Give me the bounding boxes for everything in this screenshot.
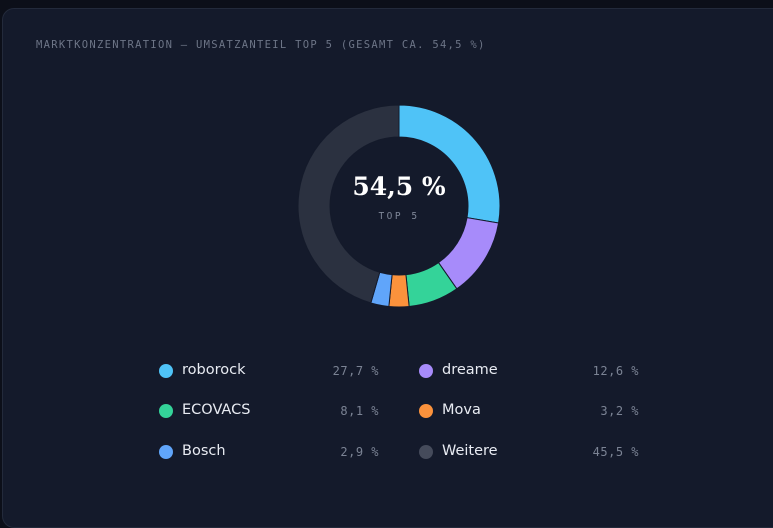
legend-item-weitere: Weitere 45,5 % xyxy=(419,441,639,463)
legend-item-bosch: Bosch 2,9 % xyxy=(159,441,379,463)
donut-slice-roborock xyxy=(398,104,501,224)
donut-center-label: TOP 5 xyxy=(378,211,420,222)
donut-slice-weitere xyxy=(297,104,400,304)
legend-item-mova: Mova 3,2 % xyxy=(419,400,639,422)
legend-item-roborock: roborock 27,7 % xyxy=(159,360,379,382)
chart-card xyxy=(2,8,773,528)
legend-value-weitere: 45,5 % xyxy=(592,445,639,459)
legend-dot-mova xyxy=(419,404,433,418)
legend-item-ecovacs: ECOVACS 8,1 % xyxy=(159,400,379,422)
legend-dot-weitere xyxy=(419,445,433,459)
legend-value-ecovacs: 8,1 % xyxy=(340,404,379,418)
legend-label-roborock: roborock xyxy=(182,362,246,378)
legend-label-bosch: Bosch xyxy=(182,443,226,459)
donut-center-value: 54,5 % xyxy=(352,172,446,201)
legend-dot-roborock xyxy=(159,364,173,378)
legend-dot-dreame xyxy=(419,364,433,378)
chart-title: MARKTKONZENTRATION – UMSATZANTEIL TOP 5 … xyxy=(36,39,486,51)
legend-value-mova: 3,2 % xyxy=(600,404,639,418)
legend-value-roborock: 27,7 % xyxy=(332,364,379,378)
legend-label-dreame: dreame xyxy=(442,362,498,378)
donut-chart xyxy=(297,104,501,308)
legend-label-mova: Mova xyxy=(442,402,481,418)
legend-value-dreame: 12,6 % xyxy=(592,364,639,378)
legend-item-dreame: dreame 12,6 % xyxy=(419,360,639,382)
legend-dot-ecovacs xyxy=(159,404,173,418)
legend-value-bosch: 2,9 % xyxy=(340,445,379,459)
legend-dot-bosch xyxy=(159,445,173,459)
legend-label-weitere: Weitere xyxy=(442,443,498,459)
legend-label-ecovacs: ECOVACS xyxy=(182,402,251,418)
